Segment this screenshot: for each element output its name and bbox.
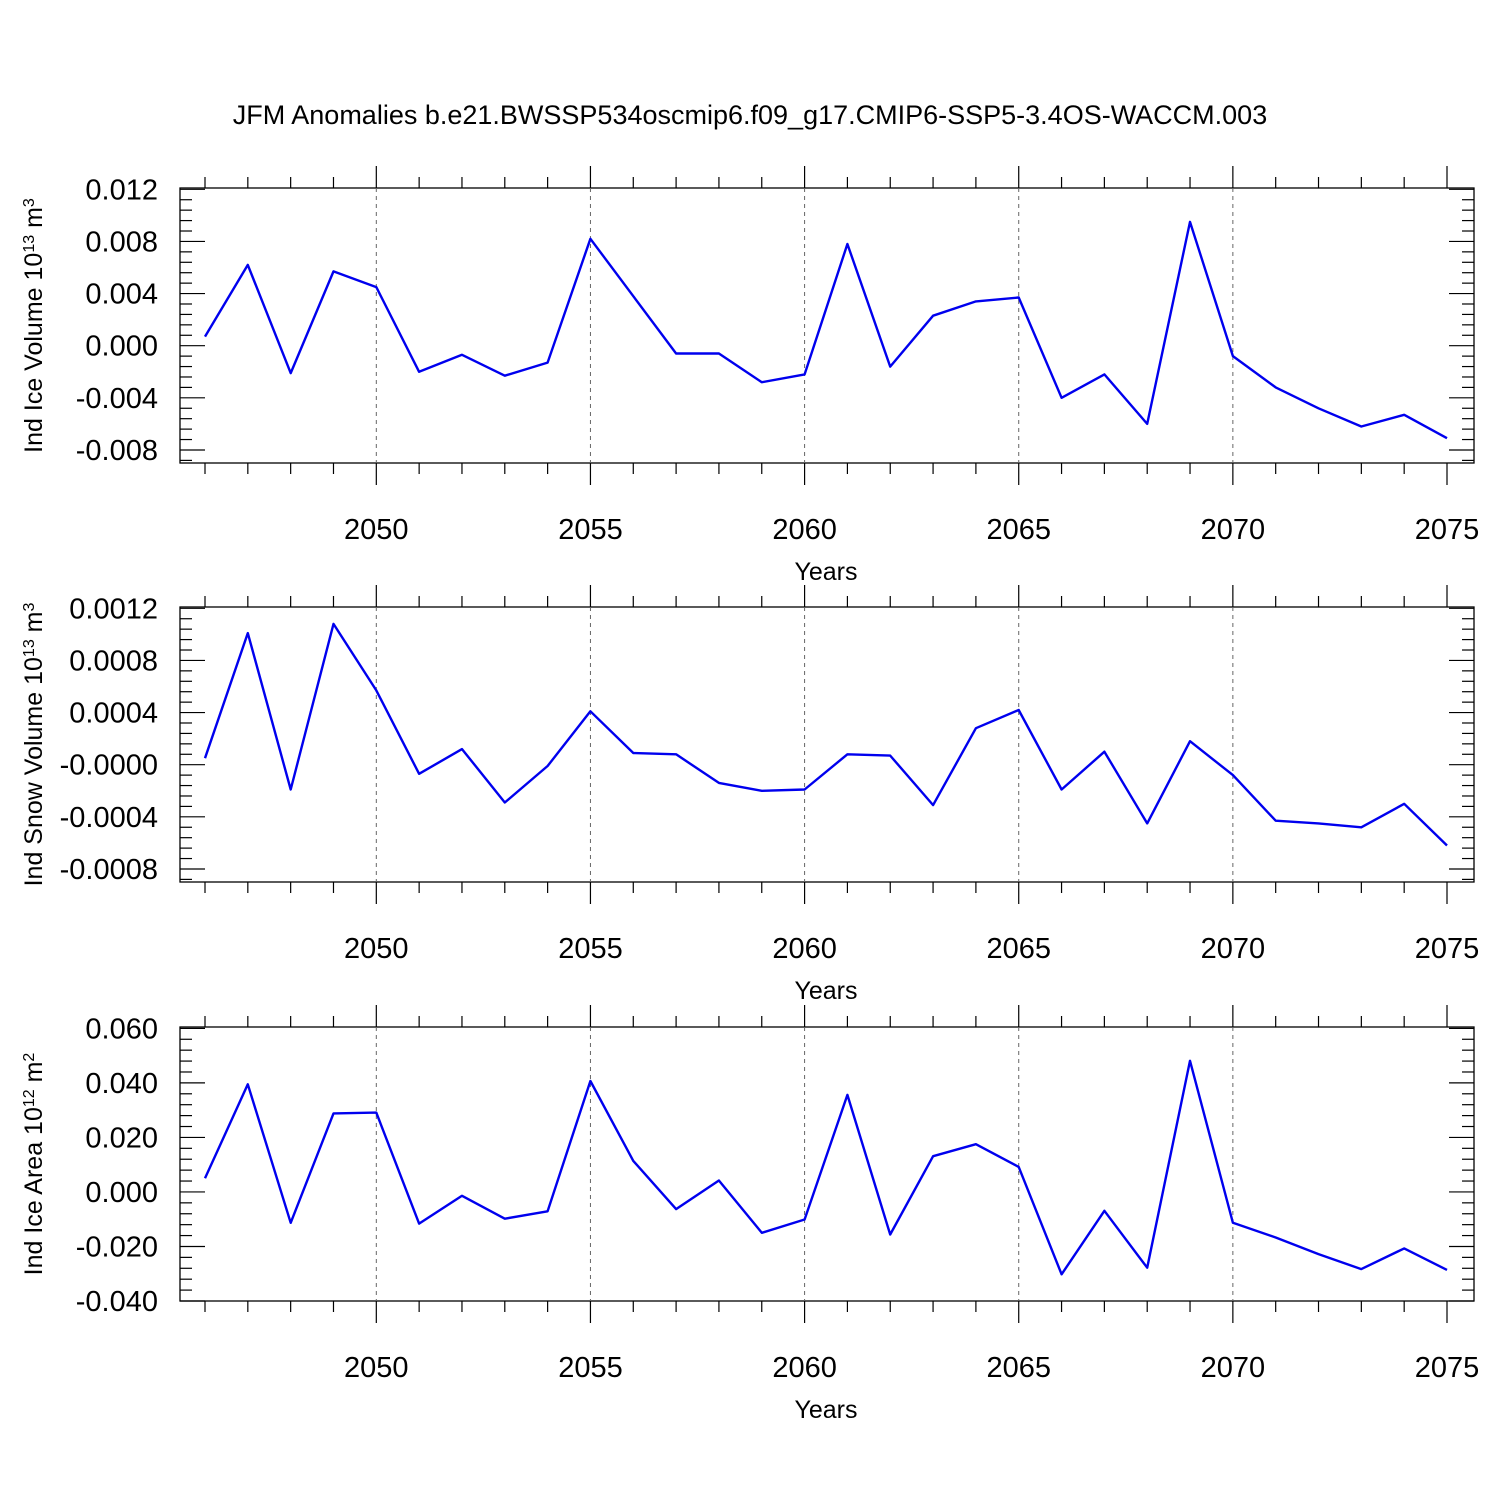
- y-tick-label: 0.040: [85, 1068, 158, 1100]
- series-line: [203, 622, 1448, 847]
- y-tick-label: -0.040: [76, 1286, 158, 1318]
- panel-1: 2050 2055 2060 2065 2070 2075 -0.008 -0.004 0.00…: [20, 166, 1479, 586]
- y-tick-label: -0.004: [76, 383, 158, 415]
- x-axis-label: Years: [794, 558, 857, 586]
- y-axis-label: Ind Ice Volume 1013 m3: [20, 198, 48, 453]
- y-axis-label-exponent: 12: [21, 1089, 38, 1107]
- y-tick-label: -0.0000: [60, 750, 158, 782]
- x-tick-label: 2060: [772, 514, 837, 546]
- y-tick-label: 0.008: [85, 226, 158, 258]
- x-axis-label: Years: [794, 977, 857, 1005]
- plot-frame: [179, 1026, 1475, 1302]
- y-tick-label: 0.000: [85, 1177, 158, 1209]
- x-tick-label: 2060: [772, 1352, 837, 1384]
- y-tick-label: -0.020: [76, 1231, 158, 1263]
- x-tick-label: 2075: [1415, 1352, 1480, 1384]
- chart-panels: 2050 2055 2060 2065 2070 2075 -0.008 -0.004 0.00…: [20, 166, 1479, 1424]
- y-axis-label-text: Ind Ice Area 10: [20, 1107, 48, 1275]
- y-tick-label: 0.020: [85, 1122, 158, 1154]
- y-axis-label-unit: m: [20, 612, 48, 640]
- y-axis-label-exponent: 13: [21, 235, 38, 253]
- y-axis-label-unit-exponent: 2: [21, 1053, 38, 1062]
- x-tick-label: 2075: [1415, 933, 1480, 965]
- x-tick-label: 2055: [558, 514, 623, 546]
- y-tick-label: 0.0004: [69, 698, 158, 730]
- x-axis-label: Years: [794, 1396, 857, 1424]
- plot-frame: [179, 606, 1475, 883]
- y-axis-label-text: Ind Snow Volume 10: [20, 657, 48, 886]
- x-tick-label: 2055: [558, 1352, 623, 1384]
- x-tick-label: 2070: [1201, 514, 1266, 546]
- figure-title: JFM Anomalies b.e21.BWSSP534oscmip6.f09_…: [233, 100, 1267, 130]
- x-tick-label: 2055: [558, 933, 623, 965]
- x-tick-label: 2075: [1415, 514, 1480, 546]
- y-axis-label: Ind Snow Volume 1013 m3: [20, 603, 48, 887]
- y-tick-label: 0.004: [85, 279, 158, 311]
- y-axis-label-exponent: 13: [21, 639, 38, 657]
- series-line: [203, 220, 1448, 440]
- x-tick-label: 2050: [344, 1352, 409, 1384]
- x-tick-label: 2070: [1201, 933, 1266, 965]
- x-tick-label: 2060: [772, 933, 837, 965]
- plot-frame: [179, 187, 1475, 464]
- y-tick-label: 0.060: [85, 1013, 158, 1045]
- y-axis-label-unit-exponent: 3: [21, 603, 38, 612]
- y-tick-label: 0.012: [85, 174, 158, 206]
- y-axis-label: Ind Ice Area 1012 m2: [20, 1053, 48, 1276]
- y-axis-label-unit-exponent: 3: [21, 198, 38, 207]
- x-tick-label: 2065: [986, 933, 1051, 965]
- y-tick-label: -0.0004: [60, 802, 158, 834]
- x-tick-label: 2050: [344, 933, 409, 965]
- x-tick-label: 2050: [344, 514, 409, 546]
- y-axis-label-text: Ind Ice Volume 10: [20, 253, 48, 453]
- series-line: [203, 1059, 1448, 1276]
- y-tick-label: -0.008: [76, 435, 158, 467]
- y-tick-label: 0.0012: [69, 593, 158, 625]
- y-tick-label: -0.0008: [60, 854, 158, 886]
- x-tick-label: 2065: [986, 514, 1051, 546]
- y-tick-label: 0.0008: [69, 645, 158, 677]
- panel-2: 2050 2055 2060 2065 2070 2075 -0.0008 -0.0004 -0…: [20, 585, 1479, 1005]
- x-tick-label: 2065: [986, 1352, 1051, 1384]
- panel-3: 2050 2055 2060 2065 2070 2075 -0.040 -0.020 0.00…: [20, 1005, 1479, 1424]
- x-tick-label: 2070: [1201, 1352, 1266, 1384]
- y-tick-label: 0.000: [85, 331, 158, 363]
- y-axis-label-unit: m: [20, 207, 48, 235]
- y-axis-label-unit: m: [20, 1062, 48, 1090]
